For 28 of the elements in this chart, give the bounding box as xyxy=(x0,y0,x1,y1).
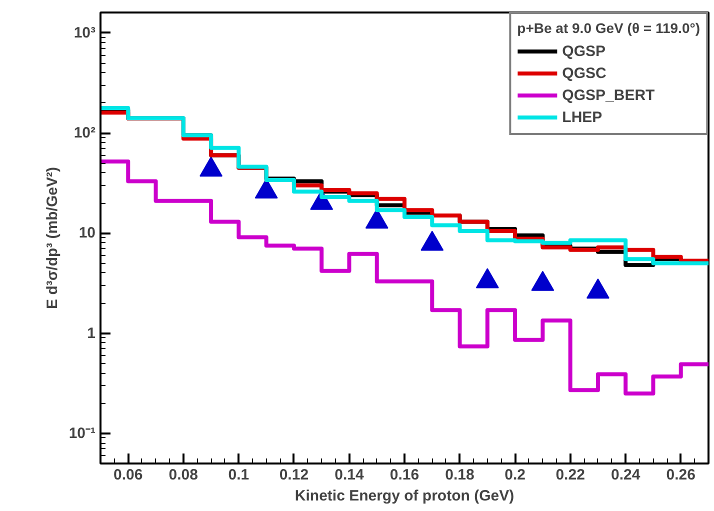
legend-label: QGSP_BERT xyxy=(562,86,655,104)
x-tick-label: 0.06 xyxy=(114,466,143,484)
x-tick-label: 0.14 xyxy=(334,466,364,484)
legend-label: QGSP xyxy=(562,42,606,60)
legend-label: QGSC xyxy=(562,64,606,82)
x-tick-label: 0.12 xyxy=(279,466,309,484)
x-axis-title: Kinetic Energy of proton (GeV) xyxy=(294,488,514,504)
x-tick-label: 0.22 xyxy=(556,466,585,484)
y-tick-label: 10² xyxy=(74,124,96,142)
x-tick-label: 0.26 xyxy=(666,466,696,484)
y-tick-label: 10 xyxy=(78,224,96,242)
x-tick-label: 0.1 xyxy=(228,466,250,484)
x-tick-label: 0.08 xyxy=(168,466,198,484)
point xyxy=(531,270,554,291)
x-tick-label: 0.18 xyxy=(445,466,474,484)
y-tick-label: 10⁻¹ xyxy=(68,424,96,442)
x-tick-label: 0.24 xyxy=(610,466,641,484)
x-tick-label: 0.2 xyxy=(504,466,526,484)
y-tick-label: 1 xyxy=(87,324,96,342)
point xyxy=(476,268,499,288)
y-tick-label: 10³ xyxy=(74,24,96,42)
point xyxy=(420,230,444,251)
legend-label: LHEP xyxy=(562,108,602,126)
x-tick-label: 0.16 xyxy=(390,466,420,484)
point xyxy=(200,156,223,177)
legend-title: p+Be at 9.0 GeV (θ = 119.0°) xyxy=(517,20,700,36)
y-axis-title: E d³σ/dp³ (mb/GeV²) xyxy=(44,167,61,309)
point xyxy=(586,278,610,299)
